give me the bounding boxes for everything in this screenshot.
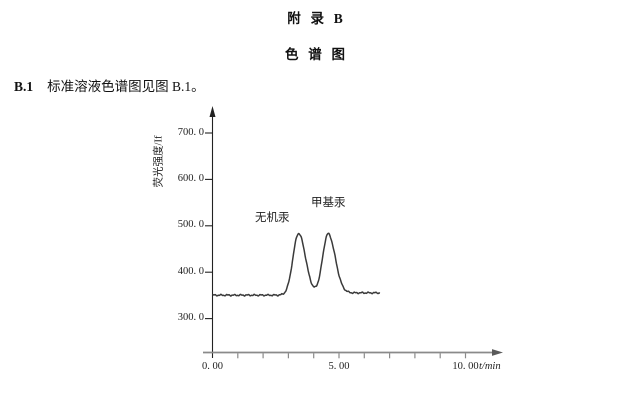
x-axis-arrow-icon [492, 349, 503, 356]
x-axis-title: t/min [479, 361, 501, 372]
peak-label-methylmercury: 甲基汞 [311, 197, 346, 209]
y-tick-label: 500. 0 [177, 219, 204, 231]
figure-section-title: 色 谱 图 [285, 47, 346, 62]
chromatogram-trace [212, 232, 381, 297]
x-tick-label: 5. 00 [328, 361, 350, 372]
x-tick-label: 0. 00 [202, 361, 223, 372]
appendix-title: 附 录 B [287, 11, 344, 26]
x-tick-label: 10. 00 [452, 361, 479, 372]
y-tick-label: 300. 0 [177, 312, 204, 324]
y-tick-label: 600. 0 [177, 172, 204, 184]
y-tick-label: 700. 0 [177, 126, 204, 138]
section-b1-text: 标准溶液色谱图见图 B.1。 [47, 79, 205, 94]
y-axis-arrow-icon [209, 106, 216, 117]
peak-label-inorganic-mercury: 无机汞 [255, 212, 290, 224]
section-b1-paragraph: B.1 标准溶液色谱图见图 B.1。 [14, 75, 205, 95]
y-tick-label: 400. 0 [177, 265, 204, 277]
section-b1-label: B.1 [14, 79, 34, 94]
